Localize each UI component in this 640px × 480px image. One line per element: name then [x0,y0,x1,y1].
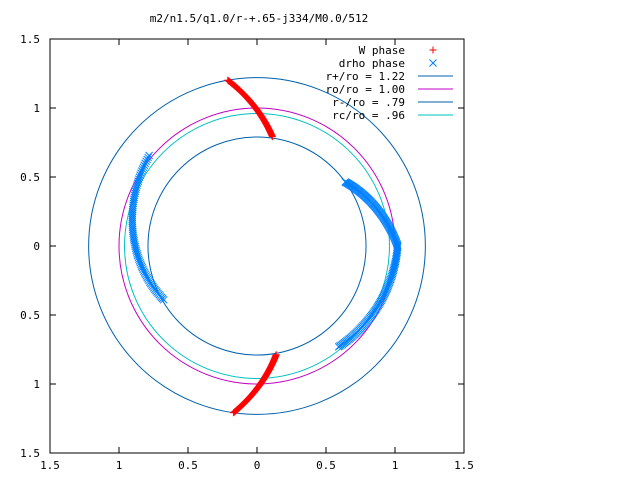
drho-phase-marker [392,251,401,260]
drho-phase-marker [392,249,401,258]
drho-phase-marker [387,274,395,282]
y-tick-label: 1.5 [20,447,40,460]
drho-phase-marker [391,256,400,264]
drho-phase-marker [391,260,399,269]
drho-phase-marker [392,254,400,263]
x-tick-label: 0.5 [316,459,336,472]
drho-phase-marker [142,157,150,166]
y-tick-label: 0.5 [20,309,40,322]
x-tick-label: 1 [392,459,399,472]
drho-phase-marker [144,153,152,162]
w-phase-marker [230,409,238,417]
drho-phase-marker [389,266,398,275]
drho-phase-marker [391,257,400,266]
drho-phase-marker [139,163,148,172]
y-tick-label: 0.5 [20,171,40,184]
chart-title: m2/n1.5/q1.0/r-+.65-j334/M0.0/512 [150,12,369,25]
y-tick-label: 1 [33,378,40,391]
x-tick-label: 1.5 [454,459,474,472]
x-tick-label: 0.5 [178,459,198,472]
x-tick-label: 1.5 [40,459,60,472]
reference-circle [118,107,396,385]
drho-phase-marker [137,167,146,175]
drho-phase-marker [159,295,168,304]
drho-phase-marker [388,271,396,279]
legend-label: r-/ro = .79 [332,96,405,109]
axis-ticks: 1.5 1 0.5 0 0.5 1 1.51.510.500.511.5 [20,33,474,472]
w-phase-marker [230,408,238,416]
drho-phase-marker [386,275,395,284]
drho-phase-marker [389,268,397,276]
y-tick-label: 0 [33,240,40,253]
drho-phase-marker [136,171,145,179]
reference-circle [147,136,367,356]
drho-phase-marker [386,276,394,285]
drho-phase-marker [137,169,145,177]
w-phase-marker [231,407,239,415]
drho-phase-marker [389,265,398,273]
drho-phase-marker [145,151,154,160]
phase-markers [128,76,402,417]
drho-phase-marker [390,263,399,272]
legend-label: rc/ro = .96 [332,109,405,122]
drho-phase-marker [138,165,147,174]
drho-phase-marker [140,161,149,170]
drho-phase-marker [391,259,400,267]
drho-phase-marker [390,262,399,270]
drho-phase-marker [387,272,396,281]
w-phase-marker [429,46,437,54]
drho-phase-marker [392,253,401,261]
drho-phase-marker [143,155,151,164]
drho-phase-marker [141,159,150,168]
y-tick-label: 1 [33,102,40,115]
drho-phase-marker [429,59,437,67]
drho-phase-marker [388,269,397,278]
reference-circles [88,77,426,415]
legend-label: r+/ro = 1.22 [326,70,405,83]
y-tick-label: 1.5 [20,33,40,46]
x-tick-label: 0 [254,459,261,472]
drho-phase-marker [334,342,343,351]
reference-circle [88,77,426,415]
w-phase-marker [268,133,276,141]
legend-label: drho phase [339,57,405,70]
x-tick-label: 1 [116,459,123,472]
legend-label: W phase [359,44,405,57]
legend-label: ro/ro = 1.00 [326,83,405,96]
